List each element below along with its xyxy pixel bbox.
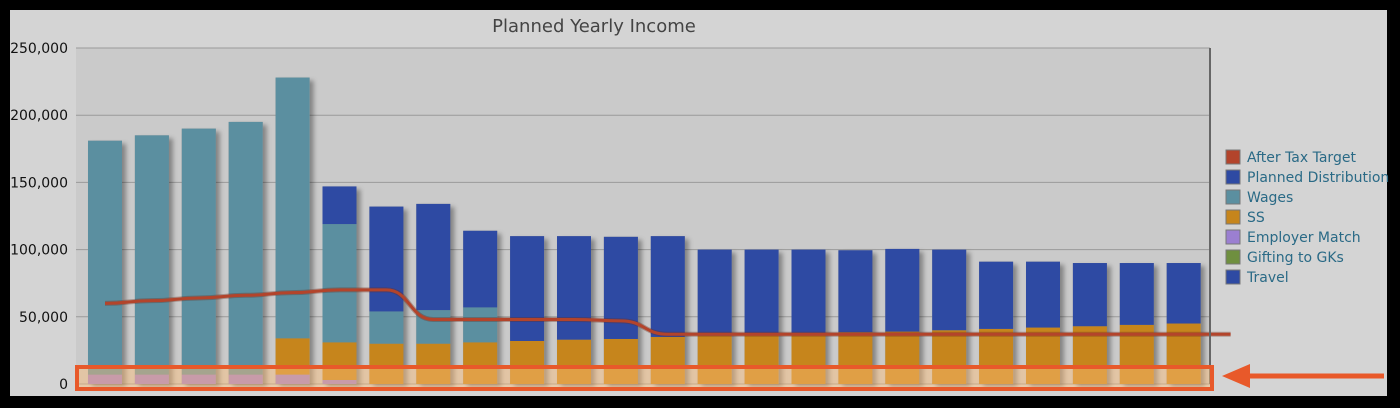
bar-segment-planned-distribution[interactable] [979,261,1014,329]
bar-segment-planned-distribution[interactable] [416,203,451,311]
bar-segment-planned-distribution[interactable] [322,186,357,225]
bar-segment-wages[interactable] [322,224,357,343]
bar-segment-ss[interactable] [510,340,545,384]
bar-segment-ss[interactable] [979,328,1014,384]
y-tick-label: 0 [59,377,68,393]
bar-segment-ss[interactable] [369,343,404,384]
bar-segment-planned-distribution[interactable] [510,236,545,341]
bar-segment-planned-distribution[interactable] [885,248,920,332]
legend: After Tax Target Planned Distribution Wage… [1225,149,1389,286]
bar-segment-planned-distribution[interactable] [650,236,685,337]
bar-segment-planned-distribution[interactable] [932,249,967,331]
legend-swatch[interactable] [1225,189,1241,205]
legend-label[interactable]: After Tax Target [1247,150,1356,166]
bar-segment-wages[interactable] [369,311,404,344]
bar-segment-planned-distribution[interactable] [1026,261,1060,328]
bar-segment-planned-distribution[interactable] [1119,263,1154,325]
bar-segment-planned-distribution[interactable] [1166,263,1201,324]
bars-group [88,77,1201,385]
legend-swatch[interactable] [1225,169,1241,185]
bar-segment-ss[interactable] [650,336,685,384]
y-tick-label: 250,000 [10,41,68,57]
bar-segment-ss[interactable] [557,339,591,384]
bar-segment-ss[interactable] [1026,327,1060,384]
bar-segment-planned-distribution[interactable] [697,249,732,336]
bar-segment-planned-distribution[interactable] [1072,263,1107,327]
bar-segment-wages[interactable] [228,121,263,375]
bar-segment-employer-match[interactable] [322,379,357,384]
gridlines [76,47,1210,385]
legend-swatch[interactable] [1225,149,1241,165]
y-tick-label: 150,000 [10,175,68,191]
bar-segment-ss[interactable] [885,331,920,384]
bar-segment-ss[interactable] [463,342,498,384]
arrow-head-icon [1222,364,1250,388]
legend-label[interactable]: Gifting to GKs [1247,250,1344,266]
bar-segment-planned-distribution[interactable] [463,230,498,308]
legend-swatch[interactable] [1225,269,1241,285]
annotation-group [75,364,1384,391]
bar-segment-employer-match[interactable] [181,374,216,384]
bar-segment-employer-match[interactable] [228,374,263,384]
bar-segment-ss[interactable] [932,330,967,384]
bar-segment-wages[interactable] [134,135,169,375]
legend-label[interactable]: Employer Match [1247,230,1361,246]
line-series-group [104,287,1231,337]
bar-segment-planned-distribution[interactable] [744,249,779,335]
bar-segment-ss[interactable] [603,338,638,384]
bar-segment-ss[interactable] [322,342,357,380]
bar-segment-employer-match[interactable] [134,374,169,384]
legend-swatch[interactable] [1225,209,1241,225]
legend-swatch[interactable] [1225,229,1241,245]
bar-segment-planned-distribution[interactable] [838,250,873,333]
bar-segment-planned-distribution[interactable] [791,249,826,333]
bar-segment-planned-distribution[interactable] [557,236,591,340]
y-tick-label: 100,000 [10,243,68,259]
line-after-tax-target[interactable] [104,288,1231,336]
bar-segment-ss[interactable] [791,332,826,384]
bar-segment-wages[interactable] [463,307,498,343]
chart-title: Planned Yearly Income [492,16,696,37]
bar-segment-employer-match[interactable] [275,374,310,384]
legend-label[interactable]: Wages [1247,190,1293,206]
bar-segment-wages[interactable] [275,77,310,339]
legend-label[interactable]: Travel [1246,270,1289,286]
legend-label[interactable]: SS [1247,210,1265,226]
legend-swatch[interactable] [1225,249,1241,265]
bar-segment-ss[interactable] [744,334,779,384]
bar-segment-wages[interactable] [181,128,216,375]
bar-segment-ss[interactable] [416,343,451,384]
bar-segment-ss[interactable] [838,332,873,384]
y-axis-ticks: 0 50,000 100,000 150,000 200,000 250,000 [10,41,68,393]
bar-segment-wages[interactable] [88,140,122,375]
legend-label[interactable]: Planned Distribution [1247,170,1389,186]
bar-segment-ss[interactable] [1072,326,1107,384]
highlight-box [75,365,1214,391]
y-tick-label: 50,000 [19,310,68,326]
bar-segment-ss[interactable] [697,335,732,384]
y-tick-label: 200,000 [10,108,68,124]
bar-segment-employer-match[interactable] [88,374,122,384]
